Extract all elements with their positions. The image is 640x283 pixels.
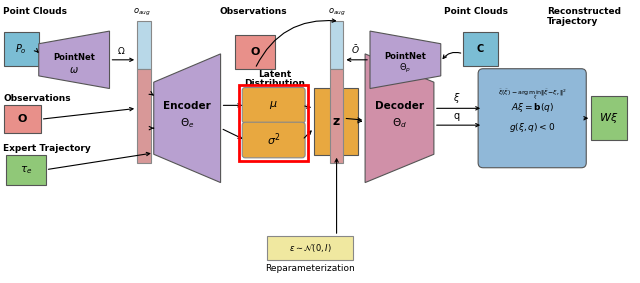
Bar <box>239 85 308 161</box>
Text: Observations: Observations <box>220 7 287 16</box>
FancyBboxPatch shape <box>137 69 151 163</box>
Text: $\mu$: $\mu$ <box>269 99 278 111</box>
Text: $\sigma^2$: $\sigma^2$ <box>267 132 280 148</box>
Text: O: O <box>250 47 260 57</box>
Text: $\tilde{\xi}(\tilde{\xi})-\arg\min_{\xi}\|\tilde{\xi}-\xi_r\|^2$: $\tilde{\xi}(\tilde{\xi})-\arg\min_{\xi}… <box>498 87 566 102</box>
FancyBboxPatch shape <box>591 97 627 140</box>
Text: C: C <box>476 44 484 54</box>
Text: Trajectory: Trajectory <box>547 17 598 26</box>
FancyBboxPatch shape <box>6 155 45 185</box>
Text: Decoder: Decoder <box>375 101 424 111</box>
Text: Distribution: Distribution <box>244 79 305 87</box>
Polygon shape <box>39 31 109 89</box>
Text: Encoder: Encoder <box>163 101 211 111</box>
FancyBboxPatch shape <box>236 35 275 69</box>
FancyBboxPatch shape <box>463 32 498 66</box>
Text: Reparameterization: Reparameterization <box>265 264 355 273</box>
Text: z: z <box>332 115 340 128</box>
Text: $\Theta_p$: $\Theta_p$ <box>399 62 412 75</box>
Text: $\omega$: $\omega$ <box>69 65 79 75</box>
Text: PointNet: PointNet <box>385 52 426 61</box>
Text: $\xi$: $\xi$ <box>452 91 460 105</box>
Polygon shape <box>154 54 221 183</box>
FancyBboxPatch shape <box>4 32 39 66</box>
Text: PointNet: PointNet <box>53 53 95 62</box>
Text: $g(\xi, q) < 0$: $g(\xi, q) < 0$ <box>509 121 556 134</box>
FancyBboxPatch shape <box>267 236 353 260</box>
Text: $\Omega$: $\Omega$ <box>117 45 125 56</box>
Text: Observations: Observations <box>3 94 71 103</box>
Text: $\tau_e$: $\tau_e$ <box>20 164 32 176</box>
Polygon shape <box>370 31 441 89</box>
FancyBboxPatch shape <box>242 87 305 123</box>
Text: q: q <box>453 111 460 121</box>
Text: $\bar{O}$: $\bar{O}$ <box>351 43 360 56</box>
Text: $o_{aug}$: $o_{aug}$ <box>133 7 151 18</box>
Text: Latent: Latent <box>258 70 291 79</box>
FancyBboxPatch shape <box>330 69 344 163</box>
FancyBboxPatch shape <box>137 21 151 69</box>
Text: O: O <box>17 114 27 124</box>
Text: $\epsilon \sim \mathcal{N}(0, I)$: $\epsilon \sim \mathcal{N}(0, I)$ <box>289 242 332 254</box>
Text: Point Clouds: Point Clouds <box>444 7 508 16</box>
Text: $o_{aug}$: $o_{aug}$ <box>328 7 346 18</box>
Polygon shape <box>365 54 434 183</box>
Text: Point Clouds: Point Clouds <box>3 7 67 16</box>
Text: $A\xi = \mathbf{b}(q)$: $A\xi = \mathbf{b}(q)$ <box>511 101 554 114</box>
FancyBboxPatch shape <box>314 87 358 155</box>
Text: Reconstructed: Reconstructed <box>547 7 621 16</box>
Text: Expert Trajectory: Expert Trajectory <box>3 144 91 153</box>
FancyBboxPatch shape <box>330 21 344 69</box>
FancyBboxPatch shape <box>478 69 586 168</box>
FancyBboxPatch shape <box>4 105 41 133</box>
Text: $\Theta_e$: $\Theta_e$ <box>180 116 195 130</box>
FancyBboxPatch shape <box>242 122 305 158</box>
Text: $P_o$: $P_o$ <box>15 42 27 56</box>
Text: $\Theta_d$: $\Theta_d$ <box>392 116 407 130</box>
Text: $W\xi$: $W\xi$ <box>599 111 618 125</box>
